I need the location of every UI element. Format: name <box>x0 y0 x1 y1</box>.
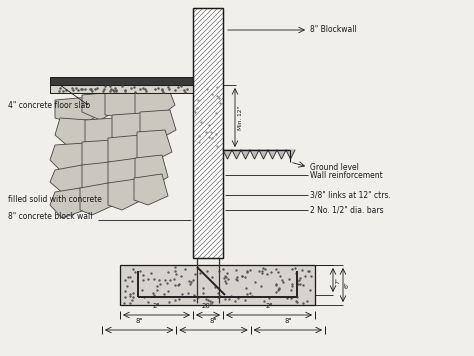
Text: Ground level: Ground level <box>310 162 359 172</box>
Text: 3/8" links at 12" ctrs.: 3/8" links at 12" ctrs. <box>310 190 391 199</box>
Polygon shape <box>135 87 175 118</box>
Polygon shape <box>108 135 148 168</box>
Bar <box>50 77 193 85</box>
Text: 4" concrete floor slab: 4" concrete floor slab <box>8 100 90 110</box>
Polygon shape <box>137 130 172 162</box>
Polygon shape <box>108 158 144 190</box>
Text: 2 No. 1/2" dia. bars: 2 No. 1/2" dia. bars <box>310 205 383 215</box>
Text: 8": 8" <box>284 318 292 324</box>
Polygon shape <box>223 150 232 159</box>
Text: Min. 12": Min. 12" <box>238 105 243 130</box>
Polygon shape <box>250 150 259 159</box>
Text: Wall reinforcement: Wall reinforcement <box>310 171 383 179</box>
Polygon shape <box>50 188 85 218</box>
Bar <box>50 85 193 93</box>
Polygon shape <box>286 150 295 159</box>
Polygon shape <box>82 140 118 172</box>
Text: 8": 8" <box>210 318 217 324</box>
Polygon shape <box>232 150 241 159</box>
Text: filled solid with concrete: filled solid with concrete <box>8 195 102 204</box>
Text: 2": 2" <box>265 303 273 309</box>
Text: 8" concrete block wall: 8" concrete block wall <box>8 212 92 221</box>
Text: 20": 20" <box>202 303 214 309</box>
Bar <box>193 8 223 258</box>
Polygon shape <box>55 118 95 148</box>
Polygon shape <box>105 90 148 118</box>
Polygon shape <box>140 110 176 140</box>
Polygon shape <box>241 150 250 159</box>
Text: 8" Blockwall: 8" Blockwall <box>310 26 357 35</box>
Polygon shape <box>135 155 168 188</box>
Polygon shape <box>259 150 268 159</box>
Polygon shape <box>85 118 122 148</box>
Polygon shape <box>108 179 142 210</box>
Bar <box>193 8 223 258</box>
Polygon shape <box>50 165 88 195</box>
Polygon shape <box>268 150 277 159</box>
Polygon shape <box>80 183 114 215</box>
Polygon shape <box>55 97 100 125</box>
Polygon shape <box>82 162 116 193</box>
Text: 7": 7" <box>335 277 340 283</box>
Polygon shape <box>134 174 168 205</box>
Polygon shape <box>82 92 122 120</box>
Text: 2": 2" <box>153 303 160 309</box>
Bar <box>120 265 315 305</box>
Polygon shape <box>50 143 90 175</box>
Polygon shape <box>277 150 286 159</box>
Text: 8": 8" <box>136 318 143 324</box>
Polygon shape <box>112 113 148 143</box>
Text: 6": 6" <box>345 282 350 288</box>
